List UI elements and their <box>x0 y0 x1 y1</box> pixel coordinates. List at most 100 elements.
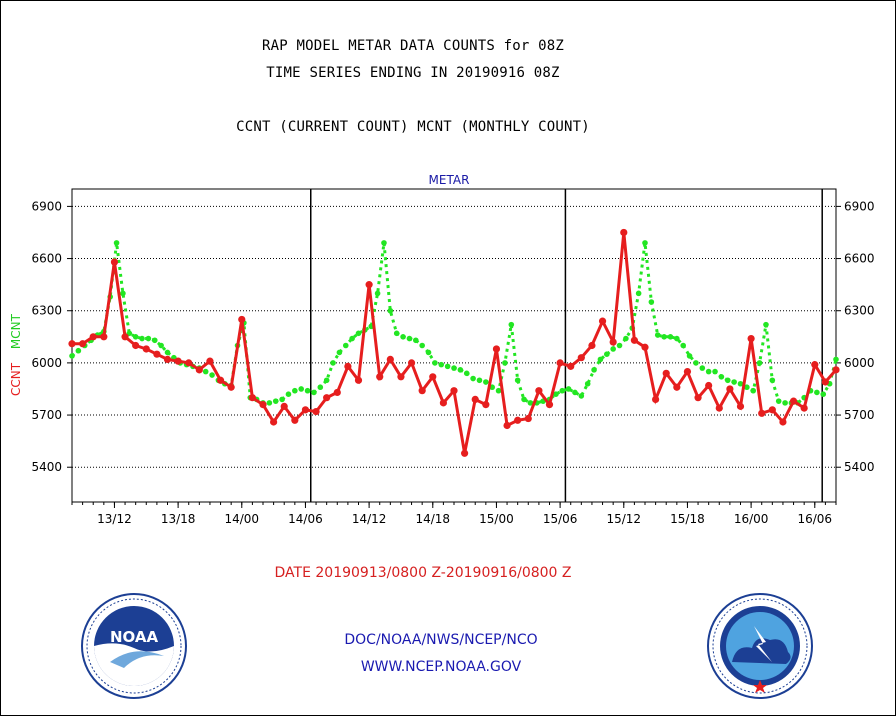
ccnt-point <box>89 333 97 341</box>
ccnt-point <box>630 336 638 344</box>
ytick-left-label: 6300 <box>31 304 62 318</box>
mcnt-point <box>578 393 585 399</box>
ccnt-point <box>705 381 713 390</box>
ccnt-point <box>270 418 278 426</box>
mcnt-point <box>470 375 476 382</box>
mcnt-point <box>718 374 725 380</box>
ccnt-point <box>418 387 426 395</box>
mcnt-point <box>502 360 508 366</box>
xtick-label: 15/12 <box>606 512 641 526</box>
mcnt-point <box>336 349 343 356</box>
ccnt-point <box>492 345 501 353</box>
mcnt-point <box>591 367 597 373</box>
svg-text:NOAA: NOAA <box>110 628 159 646</box>
ccnt-point <box>153 350 161 358</box>
ccnt-point <box>439 399 447 407</box>
xtick-label: 14/06 <box>288 512 323 526</box>
ccnt-point <box>471 395 479 404</box>
noaa-logo-icon: NOAA <box>81 593 187 699</box>
mcnt-point <box>69 353 75 359</box>
ccnt-point <box>821 378 829 386</box>
mcnt-point <box>508 321 515 328</box>
ytick-left-label: 5400 <box>31 460 62 474</box>
ytick-left-label: 6600 <box>31 252 62 266</box>
ccnt-point <box>832 366 840 374</box>
mcnt-point <box>419 342 425 349</box>
ccnt-point <box>811 361 819 369</box>
mcnt-point <box>139 335 145 342</box>
mcnt-point <box>292 387 298 394</box>
y-label-mcnt: MCNT <box>9 313 23 349</box>
ccnt-point <box>609 338 617 346</box>
y-label-ccnt: CCNT <box>9 362 23 396</box>
ccnt-point <box>185 359 193 367</box>
mcnt-point <box>323 377 330 384</box>
mcnt-point <box>527 400 534 406</box>
ccnt-point <box>110 258 119 266</box>
ccnt-point <box>461 449 469 457</box>
ccnt-point <box>365 281 373 289</box>
ccnt-point <box>429 373 437 381</box>
mcnt-point <box>75 347 82 354</box>
mcnt-point <box>623 335 629 342</box>
website-link[interactable]: WWW.NCEP.NOAA.GOV <box>360 659 522 675</box>
ccnt-point <box>482 401 490 409</box>
ccnt-point <box>641 343 649 351</box>
ccnt-point <box>747 334 755 343</box>
mcnt-point <box>775 398 782 404</box>
ccnt-point <box>280 402 288 410</box>
mcnt-point <box>814 389 820 396</box>
ccnt-point <box>726 385 734 393</box>
gridlines <box>72 205 836 468</box>
mcnt-point <box>209 372 215 378</box>
day-boundary-lines <box>310 189 823 502</box>
y-axis-left-ticks: 5400 5700 6000 6300 6600 6900 <box>31 199 72 474</box>
mcnt-point <box>349 335 355 342</box>
mcnt-point <box>413 337 419 344</box>
ccnt-point <box>195 366 203 374</box>
y-axis-right-ticks: 5400 5700 6000 6300 6600 6900 <box>836 199 875 474</box>
y-axis-label: CCNT MCNT <box>9 313 23 396</box>
mcnt-point <box>476 377 483 384</box>
xtick-label: 14/18 <box>415 512 450 526</box>
mcnt-point <box>737 380 744 387</box>
mcnt-point <box>151 337 158 344</box>
xtick-label: 14/00 <box>224 512 259 526</box>
mcnt-point <box>553 391 559 397</box>
mcnt-point <box>266 400 273 406</box>
mcnt-point <box>724 377 731 384</box>
ccnt-point <box>121 333 129 341</box>
mcnt-point <box>304 387 311 394</box>
mcnt-point <box>680 342 686 349</box>
ccnt-point <box>758 409 766 417</box>
ccnt-point <box>333 388 341 397</box>
ccnt-point <box>376 373 384 381</box>
ccnt-point <box>386 355 394 364</box>
ccnt-point <box>344 362 352 370</box>
mcnt-point <box>756 360 763 366</box>
mcnt-point <box>444 363 451 370</box>
ccnt-point <box>142 345 150 353</box>
xtick-label: 16/06 <box>797 512 832 526</box>
plot-area-frame <box>71 188 837 503</box>
ccnt-point <box>662 369 670 377</box>
mcnt-point <box>279 396 285 403</box>
mcnt-point <box>120 290 126 297</box>
ccnt-point <box>68 340 76 348</box>
xtick-label: 13/12 <box>97 512 132 526</box>
ccnt-point <box>715 404 723 412</box>
mcnt-point <box>699 365 706 371</box>
mcnt-point <box>572 389 578 396</box>
ccnt-point <box>694 394 702 402</box>
mcnt-point <box>457 367 464 373</box>
mcnt-point <box>393 330 400 337</box>
ccnt-point <box>800 404 808 412</box>
plot-title-metar: METAR <box>429 173 470 187</box>
mcnt-point <box>559 387 566 394</box>
mcnt-point <box>661 334 667 340</box>
mcnt-point <box>693 360 699 366</box>
series-group <box>68 228 840 457</box>
ccnt-point <box>206 357 214 365</box>
ccnt-point <box>248 394 256 402</box>
ccnt-point <box>291 416 299 424</box>
